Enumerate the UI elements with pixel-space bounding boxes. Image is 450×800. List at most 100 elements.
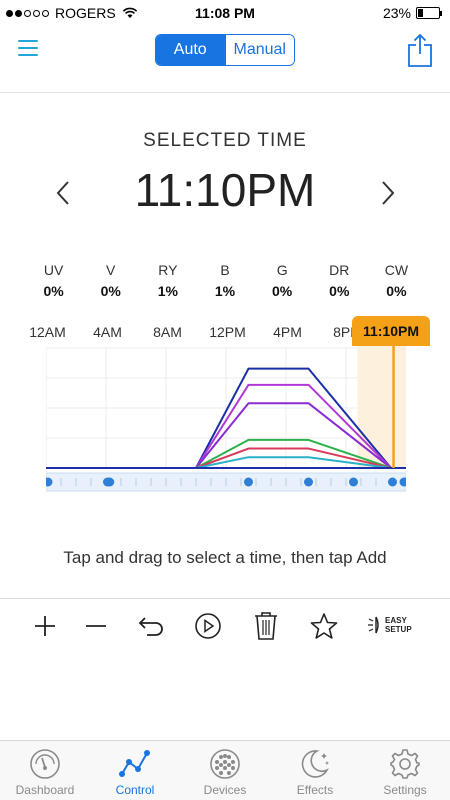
channel-cw: CW 0% — [368, 262, 425, 299]
led-dot — [219, 763, 223, 767]
tab-devices[interactable]: Devices — [180, 741, 270, 800]
channel-value: 0% — [272, 283, 293, 299]
hour-tick-label: 12PM — [209, 324, 246, 340]
channel-name: B — [220, 262, 230, 278]
led-dot — [227, 763, 231, 767]
control-point[interactable] — [43, 477, 53, 487]
selected-time-value: 11:10PM — [134, 164, 316, 216]
battery-icon — [416, 7, 442, 19]
tab-label: Effects — [296, 783, 334, 797]
tab-label: Dashboard — [15, 783, 75, 797]
tab-label: Control — [115, 783, 155, 797]
chart-svg[interactable] — [43, 346, 430, 496]
channel-name: G — [276, 262, 288, 278]
nav-divider — [0, 92, 450, 93]
star-icon[interactable] — [308, 610, 340, 642]
led-dot — [219, 755, 223, 759]
tab-settings[interactable]: Settings — [360, 741, 450, 800]
gauge-icon — [30, 749, 60, 779]
carrier-name: ROGERS — [55, 5, 116, 21]
plus-icon[interactable] — [29, 610, 61, 642]
led-dot — [227, 755, 231, 759]
easy-setup-button[interactable]: EASY SETUP — [368, 613, 412, 637]
channel-name: UV — [43, 262, 64, 278]
hour-axis: 12AM 4AM 8AM 12PM 4PM 8PM — [20, 324, 375, 340]
control-point[interactable] — [349, 477, 358, 487]
minus-icon[interactable] — [80, 610, 112, 642]
channel-values: UV 0% V 0% RY 1% B 1% G 0% DR 0% CW 0% — [25, 262, 425, 299]
channel-v: V 0% — [82, 262, 139, 299]
graph-icon — [119, 750, 150, 777]
easy-setup-line2: SETUP — [385, 625, 412, 634]
play-icon[interactable] — [192, 610, 224, 642]
time-marker-badge[interactable]: 11:10PM — [352, 316, 430, 346]
battery-group: 23% — [382, 5, 442, 21]
series-line — [46, 367, 392, 469]
channel-value: 1% — [214, 283, 236, 299]
tab-label: Settings — [383, 783, 427, 797]
edit-toolbar — [0, 606, 450, 646]
channel-name: CW — [384, 262, 409, 278]
channel-ry: RY 1% — [139, 262, 196, 299]
easy-setup-line1: EASY — [385, 616, 407, 625]
tab-control[interactable]: Control — [90, 741, 180, 800]
led-dot — [223, 754, 227, 758]
series-line — [46, 447, 392, 469]
channel-value: 1% — [157, 283, 178, 299]
series-line — [46, 402, 392, 469]
hour-tick-label: 8AM — [153, 324, 182, 340]
mode-auto-button[interactable]: Auto — [156, 35, 225, 65]
chevron-right-icon[interactable] — [378, 178, 398, 208]
channel-g: G 0% — [254, 262, 311, 299]
lighting-schedule-chart[interactable] — [43, 346, 430, 496]
tab-label: Devices — [203, 783, 247, 797]
chevron-left-icon[interactable] — [53, 178, 73, 208]
channel-value: 0% — [329, 283, 350, 299]
share-icon[interactable] — [406, 32, 434, 68]
led-dot — [223, 766, 227, 770]
tab-effects[interactable]: Effects — [270, 741, 360, 800]
channel-name: DR — [329, 262, 350, 278]
hour-tick-label: 4AM — [93, 324, 122, 340]
control-point[interactable] — [105, 477, 115, 487]
led-dot — [215, 766, 219, 770]
tab-bar: Dashboard Control Devices Effects Settin… — [0, 740, 450, 800]
channel-dr: DR 0% — [311, 262, 368, 299]
signal-icon — [6, 9, 49, 17]
nav-bar: Auto Manual — [0, 26, 450, 78]
control-point[interactable] — [304, 477, 313, 487]
hour-tick-label: 4PM — [273, 324, 302, 340]
time-marker-region — [357, 346, 430, 468]
led-array-icon — [210, 749, 240, 779]
gear-icon — [390, 749, 420, 779]
led-dot — [223, 760, 227, 764]
led-dot — [215, 760, 219, 764]
status-bar: ROGERS 11:08 PM 23% — [0, 0, 450, 26]
hour-tick-label: 12AM — [29, 324, 66, 340]
channel-value: 0% — [100, 283, 121, 299]
channel-value: 0% — [386, 283, 407, 299]
led-dot — [227, 771, 231, 775]
mode-segmented-control: Auto Manual — [155, 34, 295, 66]
carrier-group: ROGERS — [6, 5, 138, 21]
menu-icon[interactable] — [18, 40, 38, 56]
trash-icon[interactable] — [250, 610, 282, 642]
channel-uv: UV 0% — [25, 262, 82, 299]
channel-name: RY — [158, 262, 178, 278]
channel-b: B 1% — [196, 262, 253, 299]
led-dot — [231, 760, 235, 764]
selected-time-label: SELECTED TIME — [143, 130, 307, 151]
led-dot — [231, 766, 235, 770]
helper-text: Tap and drag to select a time, then tap … — [63, 548, 387, 567]
moon-stars-icon — [301, 750, 329, 778]
control-point[interactable] — [388, 477, 397, 487]
mode-manual-button[interactable]: Manual — [224, 35, 294, 65]
control-point[interactable] — [244, 477, 253, 487]
battery-percent: 23% — [382, 5, 411, 21]
toolbar-divider — [0, 598, 450, 599]
wifi-icon — [122, 7, 137, 18]
channel-value: 0% — [43, 283, 64, 299]
lamp-icon — [368, 616, 379, 634]
undo-icon[interactable] — [135, 610, 167, 642]
tab-dashboard[interactable]: Dashboard — [0, 741, 90, 800]
